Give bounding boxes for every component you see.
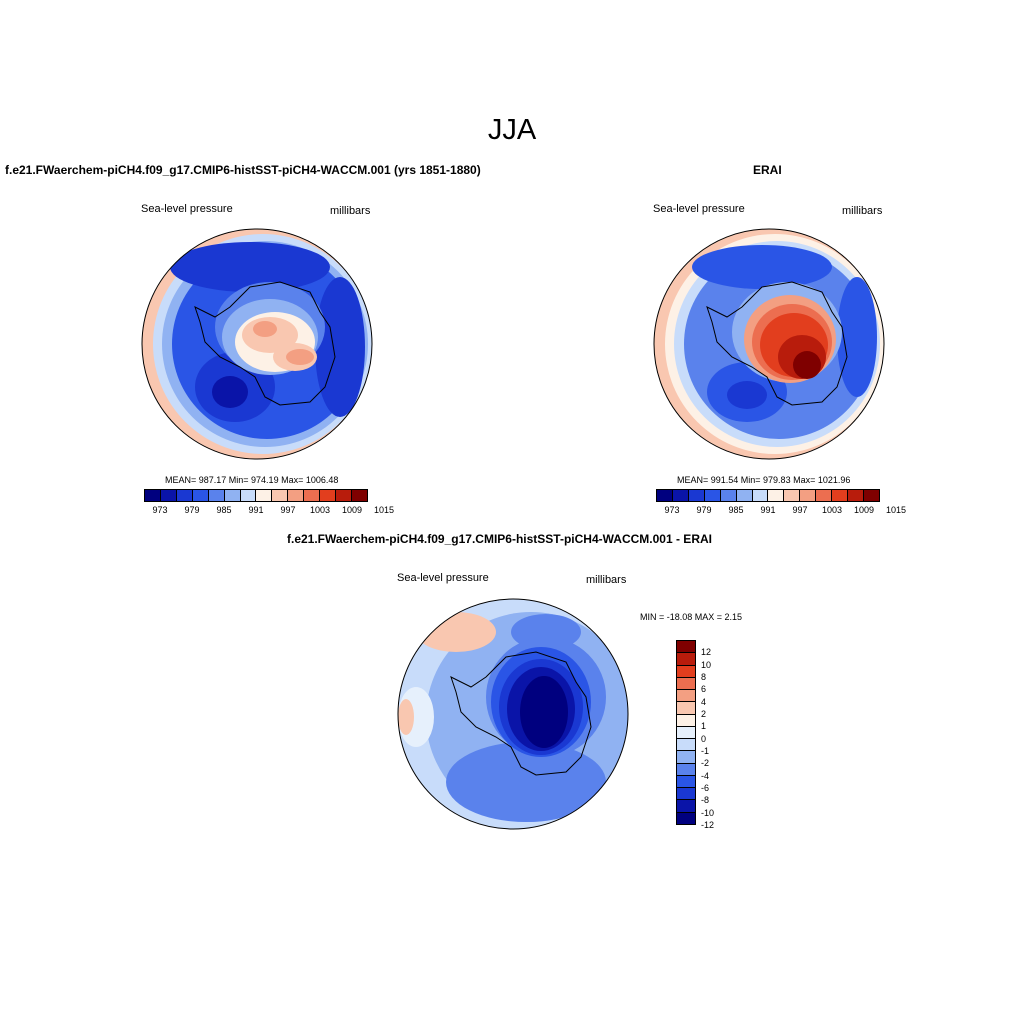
colorbar-swatch — [192, 490, 209, 501]
colorbar-tick-label: 6 — [701, 684, 707, 695]
colorbar-tick-label: 1003 — [309, 505, 331, 515]
colorbar-swatch — [768, 490, 785, 501]
colorbar-swatch — [677, 739, 695, 752]
panel-3-colorbar-ticks: 12 10 8 6 4 2 1 0 -1 -2 -4 -6 -8 -10 -12 — [701, 640, 731, 830]
colorbar-tick-label: 12 — [701, 647, 712, 658]
colorbar-swatch — [272, 490, 289, 501]
colorbar-tick-label: 8 — [701, 672, 707, 682]
colorbar-tick-label: -6 — [701, 783, 710, 793]
main-title: JJA — [487, 114, 537, 146]
colorbar-tick-label: -8 — [701, 795, 710, 806]
colorbar-swatch — [288, 490, 305, 501]
colorbar-tick-label: 1 — [701, 721, 707, 732]
colorbar-swatch — [336, 490, 352, 501]
panel-2-variable-label: Sea-level pressure — [653, 203, 745, 215]
colorbar-tick-label: -4 — [701, 770, 710, 781]
colorbar-swatch — [677, 726, 695, 740]
colorbar-tick-label: -1 — [701, 746, 710, 756]
colorbar-swatch — [672, 490, 689, 501]
colorbar-tick-label: 10 — [701, 659, 712, 670]
colorbar-tick-label: -12 — [701, 820, 715, 830]
colorbar-swatch — [800, 490, 817, 501]
colorbar-tick-label: 979 — [184, 505, 200, 515]
colorbar-swatch — [176, 490, 193, 501]
colorbar-swatch — [677, 812, 695, 824]
colorbar-tick-label: 973 — [152, 505, 168, 515]
colorbar-tick-label: 985 — [216, 505, 232, 515]
colorbar-swatch — [677, 665, 695, 678]
panel-1-polar-map — [141, 228, 373, 460]
colorbar-swatch — [752, 490, 769, 501]
colorbar-tick-label: 973 — [664, 505, 680, 515]
colorbar-swatch — [704, 490, 721, 501]
panel-1-units-label: millibars — [330, 205, 371, 217]
colorbar-swatch — [688, 490, 705, 501]
colorbar-tick-label: 1015 — [373, 505, 395, 515]
panel-2-polar-map — [653, 228, 885, 460]
colorbar-tick-label: 979 — [696, 505, 712, 515]
panel-1-stats: MEAN= 987.17 Min= 974.19 Max= 1006.48 — [165, 475, 339, 485]
colorbar-tick-label: 1009 — [853, 505, 875, 515]
colorbar-swatch — [677, 788, 695, 801]
panel-3-units-label: millibars — [586, 574, 627, 586]
colorbar-tick-label: 1009 — [341, 505, 363, 515]
colorbar-tick-label: 991 — [248, 505, 264, 515]
colorbar-swatch — [145, 490, 161, 501]
panel-1-colorbar — [144, 489, 368, 502]
colorbar-tick-label: -2 — [701, 758, 710, 769]
colorbar-swatch — [677, 763, 695, 776]
panel-1-title: f.e21.FWaerchem-piCH4.f09_g17.CMIP6-hist… — [5, 163, 481, 177]
panel-2-stats: MEAN= 991.54 Min= 979.83 Max= 1021.96 — [677, 475, 851, 485]
colorbar-tick-label: 997 — [280, 505, 296, 515]
colorbar-swatch — [677, 800, 695, 813]
panel-2-units-label: millibars — [842, 205, 883, 217]
colorbar-tick-label: 991 — [760, 505, 776, 515]
colorbar-swatch — [736, 490, 753, 501]
colorbar-tick-label: 2 — [701, 709, 707, 719]
colorbar-swatch — [677, 641, 695, 654]
colorbar-swatch — [784, 490, 801, 501]
colorbar-swatch — [677, 775, 695, 789]
colorbar-tick-label: 4 — [701, 696, 707, 707]
panel-3-title: f.e21.FWaerchem-piCH4.f09_g17.CMIP6-hist… — [287, 532, 712, 546]
colorbar-swatch — [351, 490, 367, 501]
colorbar-swatch — [304, 490, 321, 501]
panel-3-colorbar — [676, 640, 696, 825]
panel-1-variable-label: Sea-level pressure — [141, 203, 233, 215]
colorbar-swatch — [720, 490, 737, 501]
panel-2-title: ERAI — [753, 163, 782, 177]
colorbar-tick-label: 1015 — [885, 505, 907, 515]
colorbar-swatch — [816, 490, 833, 501]
colorbar-swatch — [677, 690, 695, 703]
colorbar-tick-label: -10 — [701, 807, 715, 818]
colorbar-swatch — [677, 714, 695, 727]
panel-3-stats: MIN = -18.08 MAX = 2.15 — [640, 612, 743, 622]
colorbar-swatch — [256, 490, 273, 501]
colorbar-swatch — [677, 677, 695, 691]
colorbar-swatch — [863, 490, 879, 501]
colorbar-swatch — [224, 490, 241, 501]
panel-2-colorbar-ticks: 973 979 985 991 997 1003 1009 1015 — [656, 505, 906, 517]
colorbar-swatch — [832, 490, 849, 501]
colorbar-swatch — [677, 653, 695, 666]
colorbar-tick-label: 985 — [728, 505, 744, 515]
colorbar-swatch — [657, 490, 673, 501]
colorbar-swatch — [240, 490, 257, 501]
colorbar-tick-label: 0 — [701, 733, 707, 744]
panel-3-variable-label: Sea-level pressure — [397, 572, 489, 584]
colorbar-swatch — [848, 490, 864, 501]
colorbar-swatch — [320, 490, 337, 501]
panel-2-colorbar — [656, 489, 880, 502]
colorbar-tick-label: 997 — [792, 505, 808, 515]
panel-1-colorbar-ticks: 973 979 985 991 997 1003 1009 1015 — [144, 505, 394, 517]
colorbar-swatch — [677, 751, 695, 764]
colorbar-swatch — [208, 490, 225, 501]
panel-3-polar-map — [397, 598, 629, 830]
colorbar-swatch — [160, 490, 177, 501]
colorbar-tick-label: 1003 — [821, 505, 843, 515]
colorbar-swatch — [677, 702, 695, 715]
